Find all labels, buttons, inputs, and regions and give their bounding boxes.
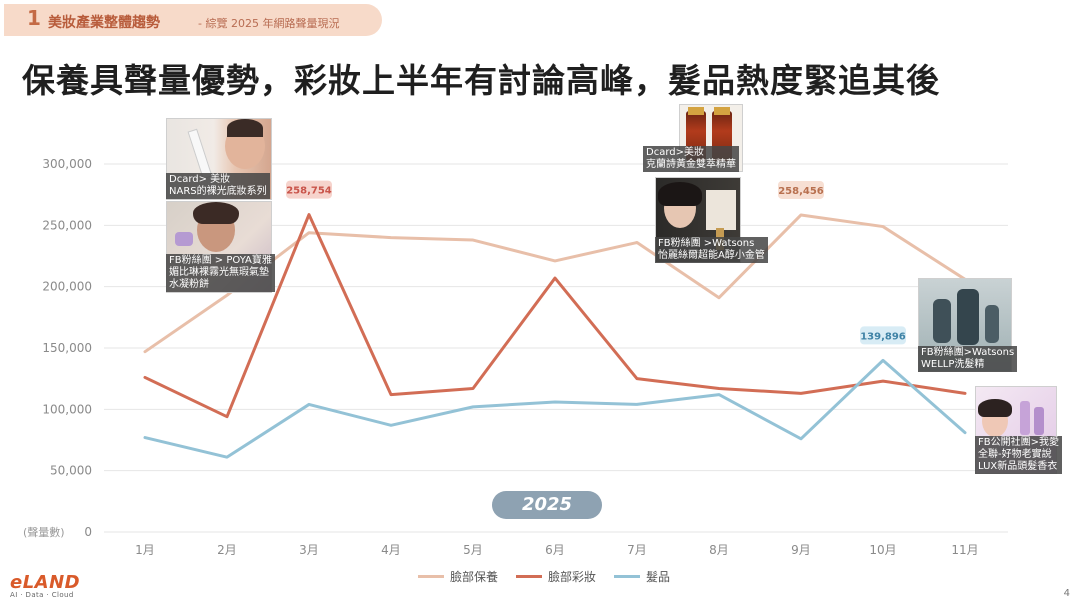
x-tick-label: 7月 bbox=[627, 543, 647, 557]
caption-clarins: Dcard>美妝 克蘭詩黃金雙萃精華 bbox=[643, 146, 739, 172]
grid-layer bbox=[104, 163, 1008, 533]
x-tick-label: 10月 bbox=[869, 543, 896, 557]
chart-legend: 臉部保養 臉部彩妝 髮品 bbox=[418, 568, 670, 585]
section-tag bbox=[4, 4, 382, 36]
legend-item-makeup: 臉部彩妝 bbox=[516, 568, 596, 585]
legend-swatch-skincare bbox=[418, 575, 444, 578]
x-tick-label: 3月 bbox=[299, 543, 319, 557]
series-line-haircare bbox=[143, 358, 967, 459]
x-tick-label: 11月 bbox=[951, 543, 978, 557]
legend-label-haircare: 髮品 bbox=[646, 570, 671, 584]
x-tick-label: 2月 bbox=[217, 543, 237, 557]
logo-tagline: AI · Data · Cloud bbox=[10, 591, 74, 599]
caption-nars: Dcard> 美妝 NARS的裸光底妝系列 bbox=[166, 173, 270, 199]
x-tick-label: 9月 bbox=[791, 543, 811, 557]
logo-wordmark: eLAND bbox=[10, 572, 81, 593]
y-axis-label: (聲量數) bbox=[23, 525, 65, 539]
x-tick-label: 6月 bbox=[545, 543, 565, 557]
section-subtitle: - 綜覽 2025 年網路聲量現況 bbox=[198, 17, 340, 30]
y-tick-label: 300,000 bbox=[42, 157, 92, 171]
y-tick-label: 100,000 bbox=[42, 402, 92, 416]
data-label: 258,754 bbox=[286, 186, 332, 197]
year-label: 2025 bbox=[492, 491, 602, 519]
legend-item-skincare: 臉部保養 bbox=[418, 568, 498, 585]
headline: 保養具聲量優勢，彩妝上半年有討論高峰，髮品熱度緊追其後 bbox=[22, 61, 940, 100]
x-tick-label: 8月 bbox=[709, 543, 729, 557]
page-number: 4 bbox=[1063, 588, 1070, 599]
data-label: 139,896 bbox=[860, 331, 906, 342]
x-tick-label: 5月 bbox=[463, 543, 483, 557]
caption-maybelline: FB粉絲團 > POYA寶雅 媚比琳裸霧光無瑕氣墊 水凝粉餅 bbox=[166, 254, 275, 292]
caption-lux: FB公開社團>我愛 全聯-好物老實說 LUX新品頭髮香衣 bbox=[975, 436, 1062, 474]
x-tick-label: 4月 bbox=[381, 543, 401, 557]
legend-swatch-haircare bbox=[614, 575, 641, 578]
y-tick-label: 150,000 bbox=[42, 341, 92, 355]
legend-label-skincare: 臉部保養 bbox=[450, 570, 499, 584]
series-layer bbox=[143, 213, 967, 459]
y-tick-label: 50,000 bbox=[50, 464, 92, 478]
legend-label-makeup: 臉部彩妝 bbox=[548, 570, 597, 584]
caption-wellp: FB粉絲團>Watsons WELLP洗髮精 bbox=[918, 346, 1018, 372]
y-tick-label: 0 bbox=[84, 525, 92, 539]
data-label-bg bbox=[778, 180, 824, 199]
eland-logo: eLAND AI · Data · Cloud bbox=[10, 572, 80, 599]
y-tick-label: 200,000 bbox=[42, 280, 92, 294]
y-tick-label: 250,000 bbox=[42, 218, 92, 232]
label-layer: 0 50,000 100,000 150,000 200,000 250,000 300,0… bbox=[23, 157, 979, 557]
data-label-bg bbox=[286, 180, 332, 199]
section-number: 1 bbox=[27, 6, 41, 30]
caption-elixir: FB粉絲團 >Watsons 怡麗絲爾超能A醇小金管 bbox=[655, 237, 768, 263]
legend-swatch-makeup bbox=[516, 575, 543, 578]
legend-item-haircare: 髮品 bbox=[614, 568, 670, 585]
data-label: 258,456 bbox=[778, 186, 824, 197]
data-label-bg bbox=[860, 326, 906, 345]
section-title: 美妝產業整體趨勢 bbox=[48, 15, 160, 31]
x-tick-label: 1月 bbox=[135, 543, 155, 557]
